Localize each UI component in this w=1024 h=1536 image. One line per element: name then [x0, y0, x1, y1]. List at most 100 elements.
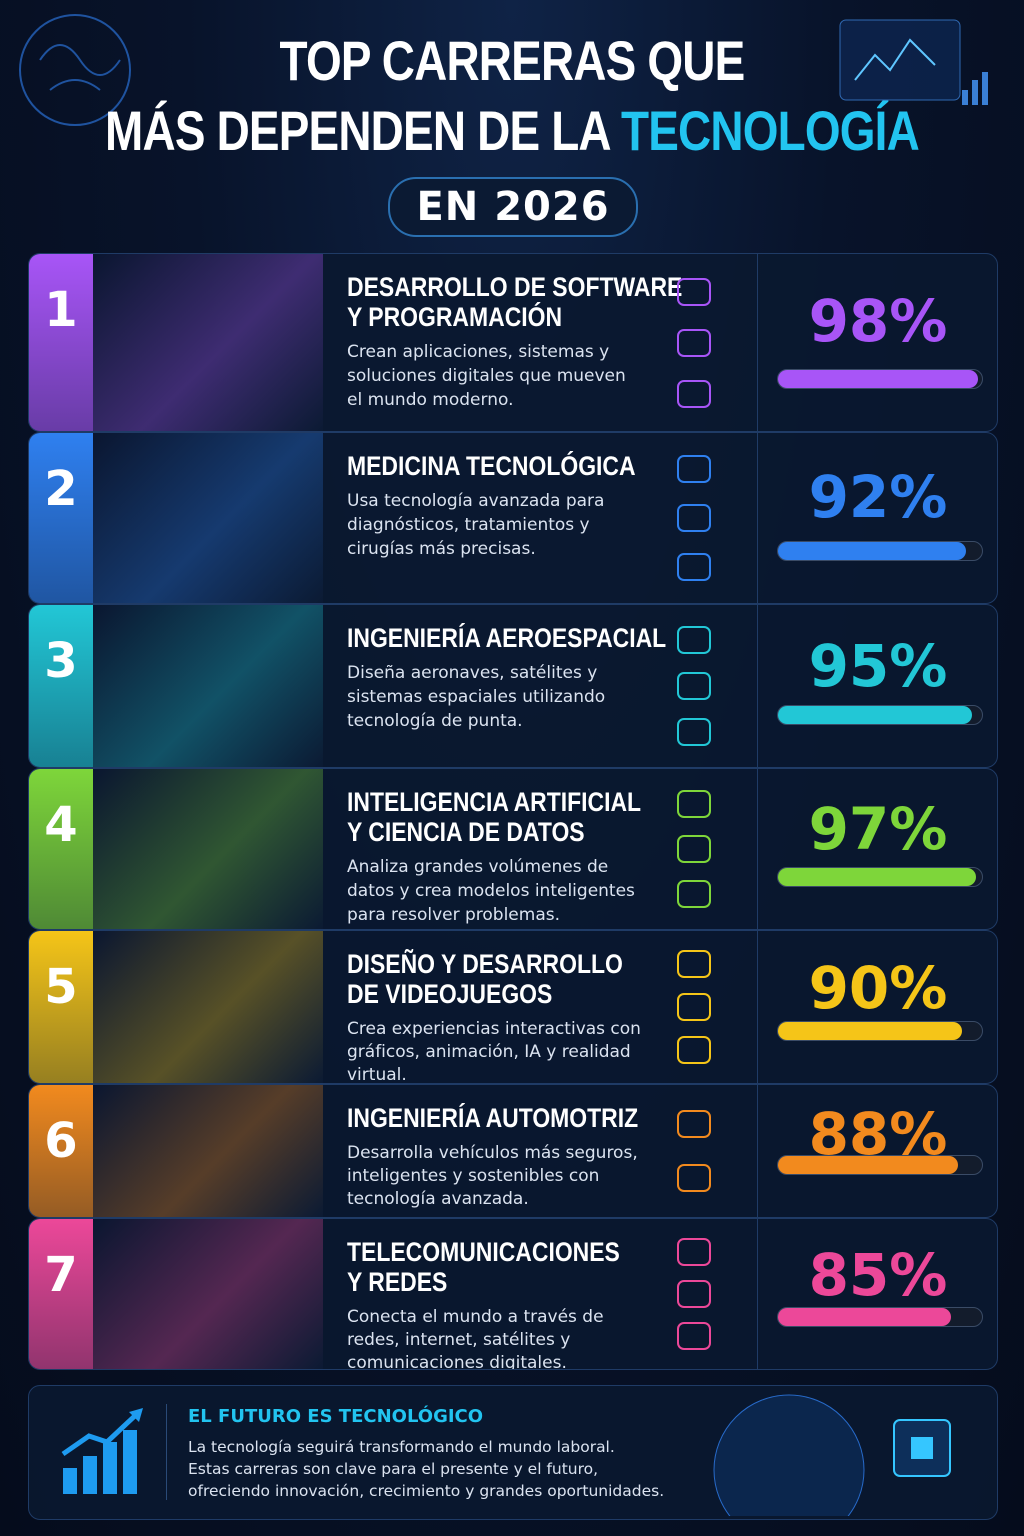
badge: EN 2026	[388, 177, 638, 237]
career-row: 6 INGENIERÍA AUTOMOTRIZ Desarrolla vehícul…	[28, 1084, 998, 1218]
rank-number: 5	[29, 931, 93, 1083]
rank-number: 6	[29, 1085, 93, 1217]
career-description: comunicaciones digitales.	[347, 1353, 567, 1370]
percent-panel: 95%	[757, 605, 997, 767]
rank-number: 7	[29, 1219, 93, 1369]
career-description: Desarrolla vehículos más seguros,	[347, 1143, 638, 1163]
career-description: Crean aplicaciones, sistemas y	[347, 342, 610, 362]
percent-label: 85%	[808, 1241, 948, 1309]
career-title: DISEÑO Y DESARROLLO	[347, 949, 623, 979]
career-description: soluciones digitales que mueven	[347, 366, 626, 386]
career-title: Y REDES	[347, 1267, 448, 1297]
career-row: 2 MEDICINA TECNOLÓGICA Usa tecnología avan…	[28, 432, 998, 604]
title-text: MÁS DEPENDEN DE LA	[105, 99, 610, 162]
decor	[19, 14, 988, 126]
bar-track	[777, 1155, 983, 1175]
icon	[677, 552, 711, 581]
percent-panel: 90%	[757, 931, 997, 1083]
career-row: 1 DESARROLLO DE SOFTWARE Y PROGRAMACIÓN Cre…	[28, 253, 998, 432]
career-image	[93, 254, 323, 431]
career-description: el mundo moderno.	[347, 390, 514, 410]
globe-decor	[713, 1394, 951, 1516]
footer: EL FUTURO ES TECNOLÓGICO La tecnología s…	[28, 1385, 998, 1520]
percent-panel: 98%	[757, 254, 997, 431]
bar	[778, 542, 966, 560]
percent-label: 92%	[808, 463, 948, 531]
bar	[778, 370, 978, 388]
icon	[677, 672, 711, 700]
icon-column	[664, 445, 724, 591]
bar-track	[777, 1307, 983, 1327]
icon	[677, 1110, 711, 1138]
percent-label: 95%	[808, 631, 948, 700]
career-description: sistemas espaciales utilizando	[347, 687, 606, 707]
career-description: Diseña aeronaves, satélites y	[347, 663, 598, 683]
icon	[677, 1238, 711, 1266]
percent-panel: 97%	[757, 769, 997, 929]
bar-track	[777, 867, 983, 887]
career-row: 3 INGENIERÍA AEROESPACIAL Diseña aeronaves…	[28, 604, 998, 768]
rank-number: 3	[29, 605, 93, 767]
career-description: para resolver problemas.	[347, 905, 561, 925]
career-title: MEDICINA TECNOLÓGICA	[347, 451, 636, 481]
bar	[778, 1308, 952, 1326]
bar	[778, 1156, 958, 1174]
career-description: datos y crea modelos inteligentes	[347, 881, 635, 901]
icon-column	[664, 1231, 724, 1357]
career-title: INTELIGENCIA ARTIFICIAL	[347, 787, 642, 817]
career-image	[93, 769, 323, 929]
icon	[677, 834, 711, 863]
icon	[677, 503, 711, 532]
career-image	[93, 1085, 323, 1217]
career-description: Crea experiencias interactivas con	[347, 1019, 641, 1039]
percent-label: 97%	[808, 795, 948, 863]
bar	[778, 868, 976, 886]
career-description: tecnología avanzada.	[347, 1189, 529, 1209]
career-description: Usa tecnología avanzada para	[347, 491, 605, 511]
icon	[677, 718, 711, 746]
career-row: 4 INTELIGENCIA ARTIFICIAL Y CIENCIA DE DAT…	[28, 768, 998, 930]
icon	[677, 626, 711, 654]
career-title: Y CIENCIA DE DATOS	[347, 817, 585, 847]
footer-text: ofreciendo innovación, crecimiento y gra…	[188, 1482, 665, 1500]
bar	[778, 1022, 962, 1040]
icon-column	[664, 266, 724, 419]
career-title: DE VIDEOJUEGOS	[347, 979, 553, 1009]
career-description: redes, internet, satélites y	[347, 1330, 571, 1350]
icon	[677, 1280, 711, 1308]
career-description: tecnología de punta.	[347, 711, 523, 731]
icon-column	[664, 617, 724, 755]
percent-panel: 92%	[757, 433, 997, 603]
title-highlight: TECNOLOGÍA	[621, 99, 920, 162]
career-description: diagnósticos, tratamientos y	[347, 515, 590, 535]
bar-track	[777, 369, 983, 389]
career-description: virtual.	[347, 1065, 407, 1084]
percent-label: 98%	[808, 286, 948, 355]
icon	[677, 1035, 711, 1064]
growth-icon	[61, 1408, 143, 1494]
career-description: gráficos, animación, IA y realidad	[347, 1042, 631, 1062]
icon	[677, 789, 711, 818]
bar-track	[777, 1021, 983, 1041]
rank-number: 2	[29, 433, 93, 603]
rank-number: 1	[29, 254, 93, 431]
rank-number: 4	[29, 769, 93, 929]
icon	[677, 455, 711, 484]
icon-column	[664, 781, 724, 917]
divider	[166, 1404, 167, 1500]
career-description: inteligentes y sostenibles con	[347, 1166, 600, 1186]
bar	[778, 706, 972, 724]
icon	[677, 379, 711, 408]
footer-title: EL FUTURO ES TECNOLÓGICO	[188, 1406, 484, 1427]
career-image	[93, 605, 323, 767]
bar-track	[777, 705, 983, 725]
icon	[677, 1164, 711, 1192]
career-title: TELECOMUNICACIONES	[347, 1237, 620, 1267]
career-row: 7 TELECOMUNICACIONES Y REDES Conecta el mun…	[28, 1218, 998, 1370]
footer-text: La tecnología seguirá transformando el m…	[188, 1438, 615, 1456]
career-image	[93, 931, 323, 1083]
icon	[677, 1322, 711, 1350]
career-image	[93, 1219, 323, 1369]
career-description: cirugías más precisas.	[347, 539, 536, 559]
